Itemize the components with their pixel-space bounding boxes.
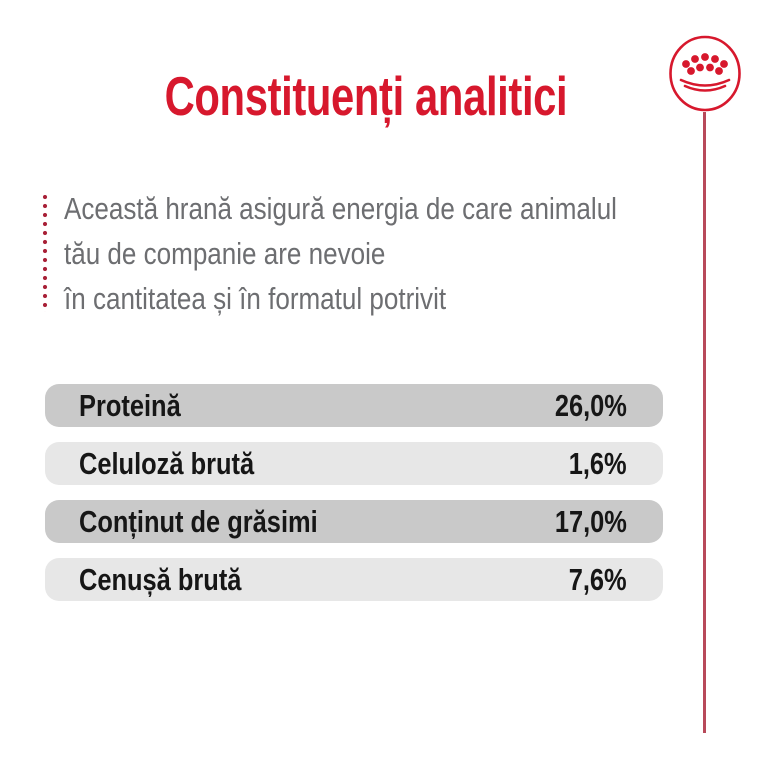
description-line: Această hrană asigură energia de care an…: [64, 191, 617, 226]
row-label: Cenușă brută: [79, 561, 242, 597]
royal-canin-crown-logo-icon: [669, 35, 741, 112]
row-value: 17,0%: [554, 503, 627, 539]
description-paragraph: Această hrană asigură energia de care an…: [64, 186, 652, 321]
table-row: Proteină 26,0%: [45, 384, 663, 427]
description-line: în cantitatea și în formatul potrivit: [64, 281, 447, 316]
row-value: 7,6%: [569, 561, 627, 597]
row-label: Celuloză brută: [79, 445, 255, 481]
analytical-constituents-table: Proteină 26,0% Celuloză brută 1,6% Conți…: [45, 384, 663, 616]
page-title: Constituenți analitici: [164, 65, 568, 127]
dotted-rule: [42, 194, 48, 312]
table-row: Celuloză brută 1,6%: [45, 442, 663, 485]
table-row: Cenușă brută 7,6%: [45, 558, 663, 601]
row-label: Conținut de grăsimi: [79, 503, 318, 539]
row-value: 1,6%: [569, 445, 627, 481]
header: Constituenți analitici: [0, 64, 732, 128]
vertical-divider-line: [703, 112, 706, 733]
table-row: Conținut de grăsimi 17,0%: [45, 500, 663, 543]
row-label: Proteină: [79, 387, 181, 423]
row-value: 26,0%: [554, 387, 627, 423]
description-line: tău de companie are nevoie: [64, 236, 386, 271]
